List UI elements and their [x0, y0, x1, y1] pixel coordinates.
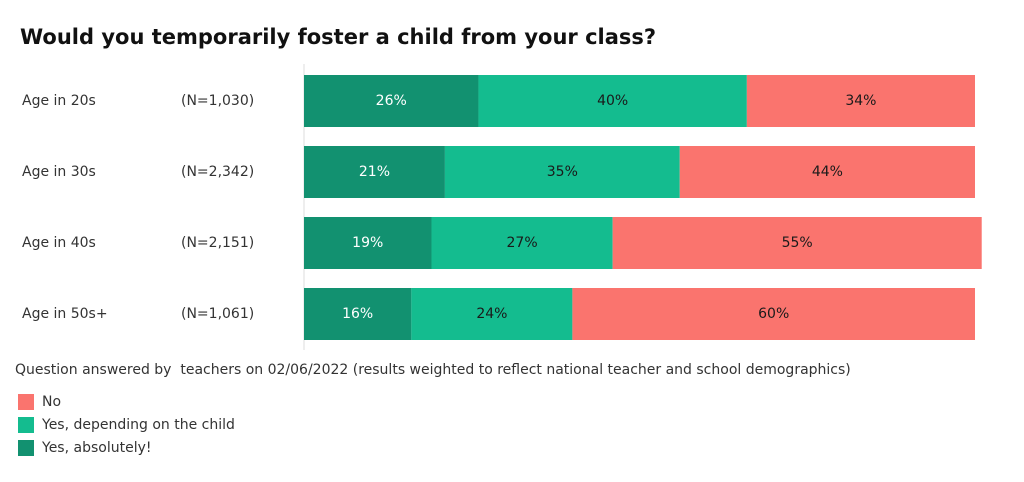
legend-swatch	[18, 394, 34, 410]
bar-segment	[304, 146, 445, 198]
bar-segment	[304, 217, 432, 269]
sample-size-label: (N=2,342)	[181, 164, 254, 180]
value-label: 44%	[812, 164, 843, 180]
legend-label: Yes, depending on the child	[41, 417, 235, 433]
value-label: 40%	[597, 93, 628, 109]
legend-swatch	[18, 440, 34, 456]
category-label: Age in 20s	[22, 93, 96, 109]
value-label: 26%	[376, 93, 407, 109]
sample-size-label: (N=1,030)	[181, 93, 254, 109]
sample-size-label: (N=1,061)	[181, 306, 254, 322]
bar-segment	[304, 75, 479, 127]
bar-segment	[444, 146, 680, 198]
bar-segment	[478, 75, 747, 127]
bar-segment	[431, 217, 613, 269]
value-label: 16%	[342, 306, 373, 322]
bar-segment	[304, 288, 412, 340]
bar-segment	[612, 217, 982, 269]
value-label: 24%	[476, 306, 507, 322]
value-label: 19%	[352, 235, 383, 251]
value-label: 27%	[507, 235, 538, 251]
legend-swatch	[18, 417, 34, 433]
bar-segment	[746, 75, 975, 127]
chart-title: Would you temporarily foster a child fro…	[20, 25, 656, 49]
category-label: Age in 50s+	[22, 306, 108, 322]
category-label: Age in 30s	[22, 164, 96, 180]
value-label: 60%	[758, 306, 789, 322]
category-label: Age in 40s	[22, 235, 96, 251]
value-label: 34%	[845, 93, 876, 109]
bar-segment	[411, 288, 573, 340]
legend-label: Yes, absolutely!	[41, 440, 151, 456]
legend-label: No	[42, 394, 61, 410]
value-label: 21%	[359, 164, 390, 180]
value-label: 55%	[782, 235, 813, 251]
chart-note: Question answered by teachers on 02/06/2…	[15, 362, 851, 378]
bar-segment	[679, 146, 975, 198]
value-label: 35%	[547, 164, 578, 180]
sample-size-label: (N=2,151)	[181, 235, 254, 251]
bar-segment	[572, 288, 975, 340]
